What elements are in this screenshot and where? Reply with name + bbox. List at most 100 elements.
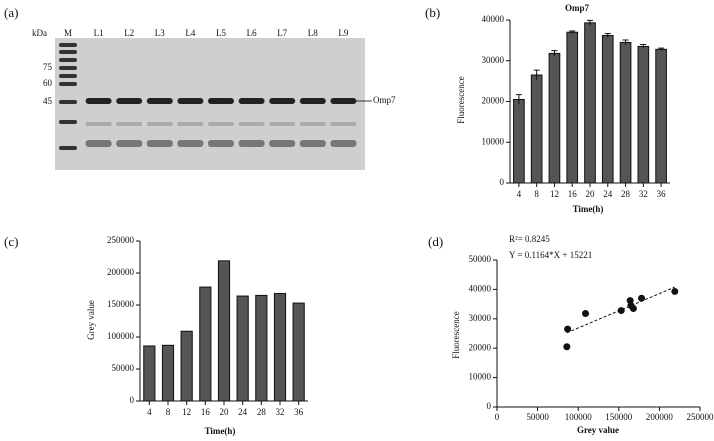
x-tick-label: 28	[621, 189, 631, 199]
y-tick-label: 20000	[482, 96, 505, 106]
y-tick-label: 40000	[482, 14, 505, 24]
error-bar	[658, 47, 665, 51]
y-tick-label: 0	[500, 177, 505, 187]
panel-label: (a)	[4, 5, 18, 20]
band	[330, 98, 357, 104]
band	[208, 140, 234, 147]
band-label: Omp7	[373, 95, 396, 105]
band	[146, 98, 173, 104]
band	[269, 98, 296, 104]
lane-label: L9	[338, 28, 348, 38]
annotation: Y = 0.1164*X + 15221	[509, 250, 592, 260]
x-tick-label: 16	[201, 407, 211, 417]
bar	[619, 41, 632, 184]
y-tick-label: 10000	[469, 372, 492, 382]
band	[146, 122, 173, 126]
y-tick-label: 10000	[482, 136, 505, 146]
y-tick-label: 40000	[469, 283, 492, 293]
x-tick-label: 0	[495, 412, 500, 422]
point	[617, 307, 625, 315]
band	[269, 140, 296, 147]
y-tick-label: 30000	[469, 313, 492, 323]
x-axis-label: Time(h)	[205, 426, 236, 436]
bar	[143, 345, 156, 402]
bar	[584, 22, 596, 184]
lane-label: L8	[308, 28, 318, 38]
x-tick-label: 32	[276, 407, 285, 417]
band	[116, 122, 143, 126]
band	[238, 122, 265, 126]
marker-label: 75	[43, 62, 53, 72]
band	[59, 100, 77, 104]
x-axis-label: Time(h)	[573, 204, 604, 214]
annotation: R²= 0.8245	[509, 234, 550, 244]
x-tick-label: 24	[603, 189, 613, 199]
x-tick-label: 150000	[605, 412, 633, 422]
bar	[637, 45, 650, 184]
band	[330, 140, 357, 147]
y-tick-label: 150000	[107, 299, 135, 309]
y-tick-label: 50000	[469, 254, 492, 264]
band	[59, 43, 77, 47]
bar	[236, 295, 249, 402]
band	[269, 122, 296, 126]
y-tick-label: 50000	[112, 363, 135, 373]
band	[177, 122, 204, 126]
error-bar	[622, 39, 629, 45]
marker-label: 60	[43, 78, 53, 88]
point	[582, 310, 590, 318]
band	[116, 140, 143, 147]
x-axis-label: Grey value	[577, 425, 619, 435]
x-tick-label: 16	[568, 189, 578, 199]
panel-label: (c)	[4, 234, 18, 249]
y-tick-label: 30000	[482, 55, 505, 65]
x-tick-label: 50000	[526, 412, 549, 422]
band	[85, 122, 112, 126]
lane-label: L6	[247, 28, 257, 38]
point	[564, 325, 572, 333]
lane-label: L4	[185, 28, 195, 38]
y-tick-label: 0	[487, 401, 492, 411]
x-tick-label: 28	[257, 407, 267, 417]
band	[59, 66, 77, 70]
point	[629, 305, 637, 313]
y-axis-label: Grey value	[86, 300, 96, 340]
point	[671, 287, 679, 295]
band	[59, 58, 77, 62]
band	[330, 122, 357, 126]
lane-label: L1	[94, 28, 104, 38]
band	[59, 120, 77, 124]
bar	[548, 52, 561, 184]
x-tick-label: 36	[657, 189, 667, 199]
bar	[513, 98, 525, 184]
y-tick-label: 250000	[107, 235, 135, 245]
bar	[292, 302, 305, 402]
y-tick-label: 200000	[107, 267, 135, 277]
error-bar	[515, 94, 522, 105]
panel-label: (b)	[425, 5, 440, 20]
lane-label: L3	[155, 28, 165, 38]
y-tick-label: 20000	[469, 342, 492, 352]
x-tick-label: 36	[294, 407, 304, 417]
band	[208, 98, 234, 104]
bar	[530, 74, 543, 184]
band	[59, 74, 77, 78]
x-tick-label: 8	[534, 189, 539, 199]
x-tick-label: 32	[639, 189, 648, 199]
bar	[273, 292, 287, 402]
lane-label: M	[64, 28, 72, 38]
y-axis-label: Fluorescence	[451, 311, 461, 358]
x-tick-label: 24	[238, 407, 248, 417]
unit-label: kDa	[32, 28, 47, 38]
lane-label: L7	[277, 28, 287, 38]
x-tick-label: 100000	[565, 412, 593, 422]
x-tick-label: 4	[147, 407, 152, 417]
bar	[566, 31, 579, 184]
band	[208, 122, 234, 126]
x-tick-label: 200000	[646, 412, 674, 422]
band	[299, 140, 326, 147]
bar	[255, 294, 268, 402]
bar	[161, 344, 175, 402]
y-tick-label: 100000	[107, 331, 135, 341]
